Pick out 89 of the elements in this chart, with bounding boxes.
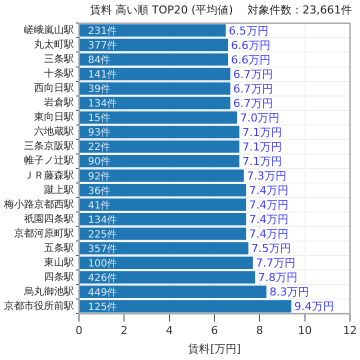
data-label: 6.6万円: [231, 53, 271, 66]
bar: [80, 286, 266, 298]
bar: [80, 111, 238, 124]
bar: [80, 213, 246, 226]
y-tick-label: 六地蔵駅: [34, 126, 74, 138]
annotation: 449件: [88, 287, 118, 298]
data-label: 7.0万円: [240, 111, 280, 124]
bar: [80, 154, 240, 168]
annotation: 426件: [88, 272, 118, 284]
y-tick-label: 三条京阪駅: [24, 140, 74, 152]
data-label: 7.1万円: [242, 126, 282, 139]
y-tick-label: 蹴上駅: [44, 184, 74, 196]
y-tick-label: 十条駅: [44, 68, 74, 80]
annotation: 134件: [88, 98, 118, 110]
x-tick-label: 0: [76, 324, 82, 338]
y-tick-label: 烏丸御池駅: [23, 285, 74, 298]
data-label: 7.5万円: [251, 242, 291, 256]
data-label: 7.4万円: [249, 213, 289, 226]
bar: [80, 184, 246, 196]
bar: [80, 126, 240, 138]
bar: [80, 140, 240, 153]
x-tick-label: 10: [298, 324, 312, 338]
data-label: 6.6万円: [231, 38, 271, 52]
y-tick-label: 四条駅: [44, 270, 74, 283]
bar: [80, 271, 256, 284]
data-label: 7.1万円: [242, 140, 282, 154]
x-tick-label: 8: [256, 324, 264, 338]
annotation: 377件: [88, 40, 118, 52]
x-tick-label: 2: [120, 324, 128, 338]
bar: [80, 24, 226, 37]
annotation: 36件: [88, 186, 111, 197]
data-label: 7.4万円: [249, 228, 289, 241]
annotation: 84件: [88, 55, 111, 66]
data-label: 8.3万円: [269, 286, 309, 299]
y-tick-label: 祇園四条駅: [24, 212, 74, 225]
bar: [80, 242, 248, 254]
y-tick-label: 五条駅: [44, 242, 74, 254]
data-label: 9.4万円: [294, 300, 334, 314]
annotation: 15件: [88, 113, 111, 124]
data-label: 6.5万円: [228, 24, 268, 38]
annotation: 141件: [88, 70, 118, 81]
data-label: 6.7万円: [233, 96, 273, 110]
x-tick-label: 6: [211, 324, 218, 338]
y-tick-label: 東向日駅: [34, 111, 74, 124]
x-tick-label: 12: [343, 324, 357, 338]
y-tick-label: 京都河原町駅: [14, 227, 74, 240]
data-label: 7.3万円: [246, 170, 286, 183]
y-tick-label: 丸太町駅: [34, 38, 74, 51]
annotation: 134件: [88, 214, 118, 226]
data-label: 6.7万円: [233, 82, 273, 96]
annotation: 93件: [88, 128, 111, 139]
annotation: 39件: [88, 84, 111, 96]
y-tick-label: 嵯峨嵐山駅: [24, 24, 74, 36]
y-tick-label: 帷子ノ辻駅: [24, 154, 74, 167]
data-label: 7.7万円: [256, 256, 296, 270]
data-label: 7.4万円: [249, 198, 289, 212]
annotation: 90件: [88, 156, 111, 168]
bar: [80, 228, 246, 240]
bar: [80, 68, 230, 80]
data-label: 6.7万円: [233, 68, 273, 81]
annotation: 92件: [88, 171, 111, 182]
annotation: 125件: [88, 302, 118, 313]
data-label: 7.1万円: [242, 155, 282, 168]
bar: [80, 256, 253, 269]
y-tick-label: 西向日駅: [34, 82, 74, 94]
annotation: 22件: [88, 142, 111, 154]
y-tick-label: 岩倉駅: [44, 96, 74, 109]
annotation: 357件: [88, 244, 118, 255]
annotation: 231件: [88, 26, 118, 38]
x-axis-title: 賃料[万円]: [188, 342, 241, 356]
bar: [80, 198, 246, 211]
bar: [80, 169, 244, 182]
bar: [80, 53, 228, 66]
y-tick-label: 梅小路京都西駅: [3, 198, 74, 210]
chart-title: 賃料 高い順 TOP20 (平均値) 対象件数：23,661件: [90, 3, 352, 16]
x-tick-label: 4: [166, 324, 173, 338]
y-tick-label: ＪＲ藤森駅: [24, 169, 74, 182]
data-label: 7.4万円: [249, 184, 289, 198]
y-tick-label: 京都市役所前駅: [4, 300, 74, 312]
bar: [80, 82, 230, 95]
bar: [80, 300, 292, 313]
y-tick-label: 東山駅: [44, 256, 74, 268]
data-label: 7.8万円: [258, 271, 298, 284]
annotation: 100件: [88, 258, 118, 270]
annotation: 225件: [88, 229, 118, 240]
annotation: 41件: [88, 200, 111, 212]
bar: [80, 96, 230, 110]
bar: [80, 38, 228, 52]
y-tick-label: 三条駅: [44, 53, 74, 66]
